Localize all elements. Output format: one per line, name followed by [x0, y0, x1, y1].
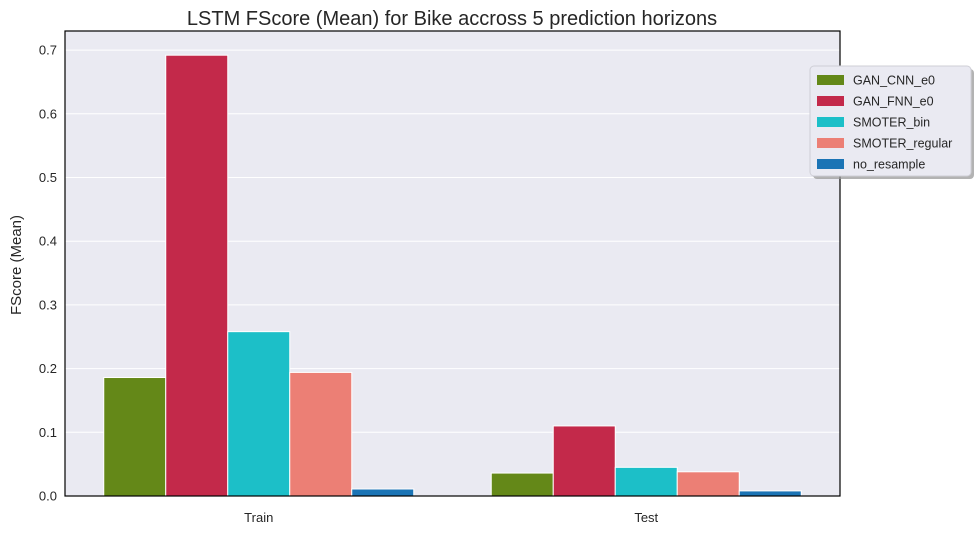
x-tick-label: Test: [634, 510, 658, 525]
legend-swatch: [817, 159, 844, 169]
y-tick-label: 0.2: [39, 361, 57, 376]
y-tick-label: 0.7: [39, 43, 57, 58]
y-axis-label: FScore (Mean): [8, 215, 25, 315]
y-tick-label: 0.5: [39, 170, 57, 185]
legend-swatch: [817, 75, 844, 85]
y-tick-label: 0.6: [39, 106, 57, 121]
bar-no-resample-test: [738, 490, 802, 497]
legend: GAN_CNN_e0 GAN_FNN_e0 SMOTER_bin SMOTER_reg…: [809, 65, 974, 179]
bar-gan-fnn-e0-train: [165, 54, 229, 497]
legend-label: no_resample: [853, 158, 925, 172]
bar-no-resample-train: [351, 488, 415, 497]
legend-swatch: [817, 117, 844, 127]
bars-group: [103, 54, 802, 497]
chart-title: LSTM FScore (Mean) for Bike accross 5 pr…: [187, 8, 717, 30]
bar-gan-cnn-e0-train: [103, 377, 167, 497]
legend-label: SMOTER_bin: [853, 116, 930, 130]
legend-swatch: [817, 138, 844, 148]
legend-swatch: [817, 96, 844, 106]
y-tick-labels: 0.0 0.1 0.2 0.3 0.4 0.5 0.6 0.7: [39, 43, 57, 504]
legend-label: SMOTER_regular: [853, 137, 952, 151]
plot-frame: [64, 30, 841, 497]
legend-label: GAN_CNN_e0: [853, 74, 935, 88]
y-tick-label: 0.0: [39, 489, 57, 504]
y-tick-label: 0.1: [39, 425, 57, 440]
bar-smoter-bin-train: [227, 331, 291, 497]
bar-smoter-regular-test: [676, 471, 740, 497]
bar-gan-fnn-e0-test: [552, 425, 616, 497]
legend-label: GAN_FNN_e0: [853, 95, 934, 109]
bar-smoter-bin-test: [614, 466, 678, 497]
x-tick-label: Train: [244, 510, 273, 525]
bar-gan-cnn-e0-test: [490, 472, 554, 497]
y-tick-label: 0.3: [39, 297, 57, 312]
bar-smoter-regular-train: [289, 371, 353, 497]
legend-box: [809, 65, 972, 177]
y-tick-label: 0.4: [39, 234, 57, 249]
x-tick-labels: Train Test: [244, 510, 658, 525]
